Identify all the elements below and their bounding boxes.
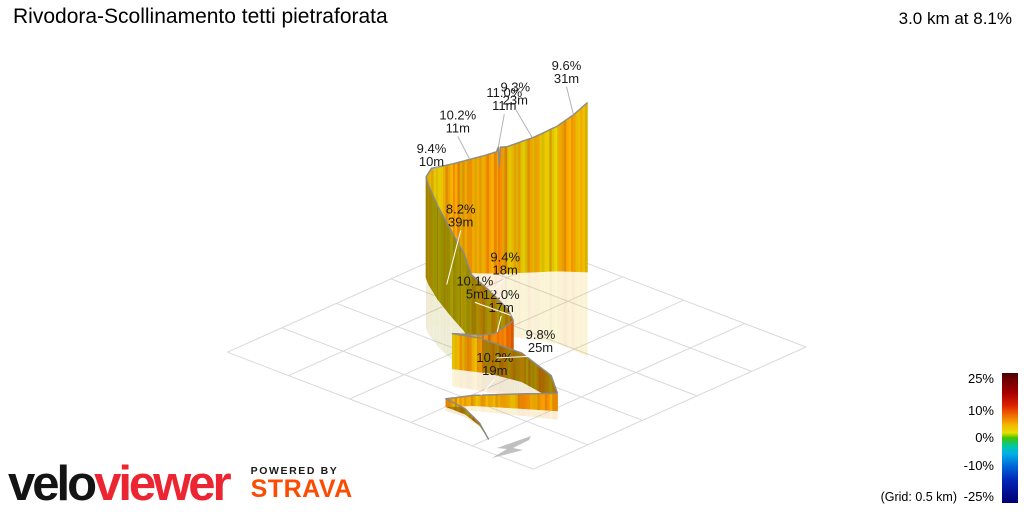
veloviewer-logo[interactable]: veloviewer [8, 459, 232, 508]
gradient-label: 9.6% 31m [552, 58, 582, 86]
gradient-label: 9.4% 18m [490, 249, 520, 277]
gradient-label: 9.4% 10m [417, 141, 447, 169]
gradient-label: 12.0% 17m [483, 287, 520, 315]
powered-by-label: POWERED BY [250, 464, 339, 477]
page-title: Rivodora-Scollinamento tetti pietraforat… [13, 5, 388, 28]
gradient-label: 8.2% 39m [446, 202, 476, 230]
veloviewer-logo-viewer: viewer [94, 456, 232, 511]
veloviewer-logo-velo: velo [8, 456, 97, 511]
gradient-label: 10.1% 5m [456, 273, 493, 301]
gradient-label: 9.3% 23m [500, 80, 530, 108]
strava-logo: STRAVA [250, 474, 353, 503]
gradient-label: 11.0% 11m [486, 85, 522, 113]
start-direction-arrow [492, 436, 531, 458]
powered-by-strava[interactable]: POWERED BY STRAVA [251, 465, 353, 505]
ground-grid [227, 229, 807, 470]
footer-branding: veloviewer POWERED BY STRAVA [8, 459, 353, 508]
gradient-label: 9.8% 25m [526, 327, 556, 355]
climb-summary: 3.0 km at 8.1% [898, 9, 1012, 28]
gradient-label: 10.2% 11m [439, 107, 476, 135]
gradient-label: 10.2% 19m [476, 350, 513, 378]
ribbon [425, 101, 589, 440]
